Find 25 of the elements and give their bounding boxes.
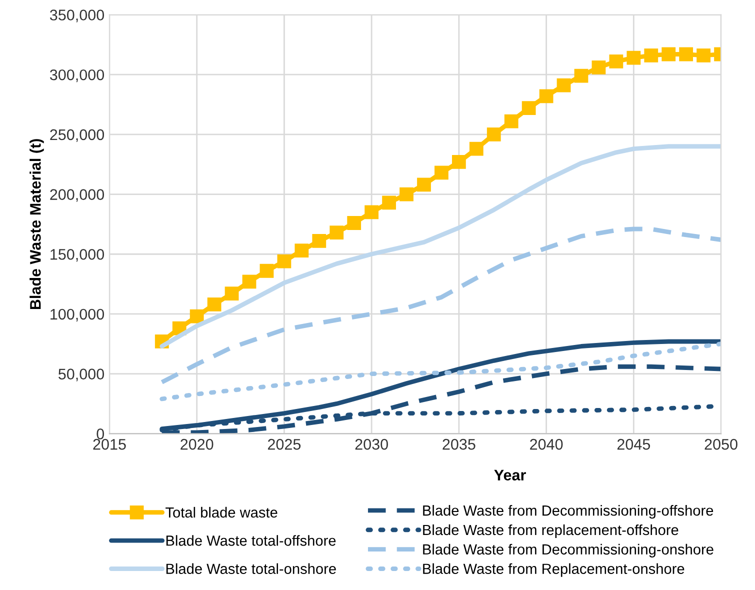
x-tick-label: 2015 <box>93 438 126 450</box>
x-axis-title: Year <box>494 470 526 480</box>
legend-label: Blade Waste total-onshore <box>166 563 336 574</box>
legend-label: Blade Waste from Replacement-onshore <box>423 563 684 577</box>
y-tick-label: 50,000 <box>58 368 104 382</box>
y-tick-label: 250,000 <box>50 129 104 142</box>
x-tick-label: 2030 <box>355 438 388 450</box>
legend-label: Blade Waste from Decommissioning-onshore <box>423 544 714 558</box>
y-axis-title: Blade Waste Material (t) <box>30 139 44 310</box>
legend-label: Blade Waste from replacement-offshore <box>423 524 678 538</box>
legend-label: Blade Waste total-offshore <box>166 535 336 546</box>
legend-label: Blade Waste from Decommissioning-offshore <box>423 504 714 519</box>
y-tick-label: 200,000 <box>50 189 104 202</box>
y-tick-label: 300,000 <box>50 69 104 82</box>
x-tick-label: 2040 <box>530 438 563 450</box>
x-tick-label: 2020 <box>180 438 214 450</box>
y-tick-label: 0 <box>96 428 104 440</box>
y-tick-label: 350,000 <box>50 10 104 22</box>
legend-label: Total blade waste <box>166 506 278 518</box>
x-tick-label: 2050 <box>704 438 738 450</box>
x-tick-label: 2035 <box>442 438 476 450</box>
x-tick-label: 2025 <box>268 438 301 450</box>
x-tick-label: 2045 <box>617 438 650 450</box>
y-tick-label: 150,000 <box>50 248 104 262</box>
y-tick-label: 100,000 <box>50 308 104 322</box>
